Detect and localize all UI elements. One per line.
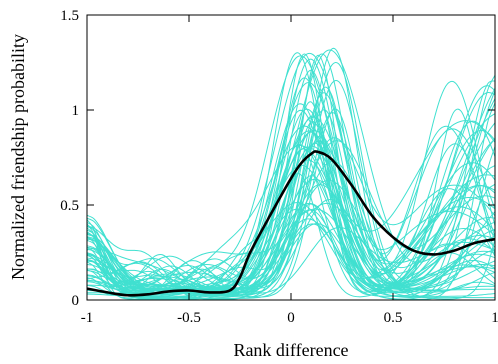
individual-series-line — [87, 92, 495, 297]
y-tick-label: 0.5 — [60, 198, 79, 214]
individual-series-line — [87, 102, 495, 300]
individual-series-line — [87, 142, 495, 295]
x-axis-title: Rank difference — [233, 340, 348, 360]
individual-series-line — [87, 137, 495, 293]
y-tick-label: 0 — [72, 293, 80, 309]
individual-series-line — [87, 52, 495, 291]
individual-series-line — [87, 53, 495, 297]
y-axis-title: Normalized friendship probability — [8, 34, 28, 280]
individual-series-line — [87, 197, 495, 287]
x-tick-label: -0.5 — [177, 310, 201, 326]
x-tick-label: 0.5 — [384, 310, 403, 326]
x-tick-label: 0 — [287, 310, 295, 326]
axis-tick-labels: -1 -0.5 0 0.5 1 0 0.5 1 1.5 — [60, 8, 498, 326]
y-tick-label: 1 — [72, 103, 80, 119]
individual-series-line — [87, 80, 495, 297]
individual-series-line — [87, 108, 495, 298]
individual-series-line — [87, 47, 495, 290]
mean-series-line — [87, 150, 495, 297]
individual-series-line — [87, 159, 495, 299]
mean-series-group — [87, 150, 495, 297]
y-tick-label: 1.5 — [60, 8, 79, 24]
x-tick-label: 1 — [491, 310, 498, 326]
individual-series-group — [87, 47, 495, 300]
individual-series-line — [87, 52, 495, 290]
x-tick-label: -1 — [81, 310, 94, 326]
individual-series-line — [87, 138, 495, 293]
individual-series-line — [87, 49, 495, 288]
individual-series-line — [87, 53, 495, 294]
individual-series-line — [87, 80, 495, 291]
individual-series-line — [87, 108, 495, 291]
axis-ticks — [86, 14, 496, 301]
